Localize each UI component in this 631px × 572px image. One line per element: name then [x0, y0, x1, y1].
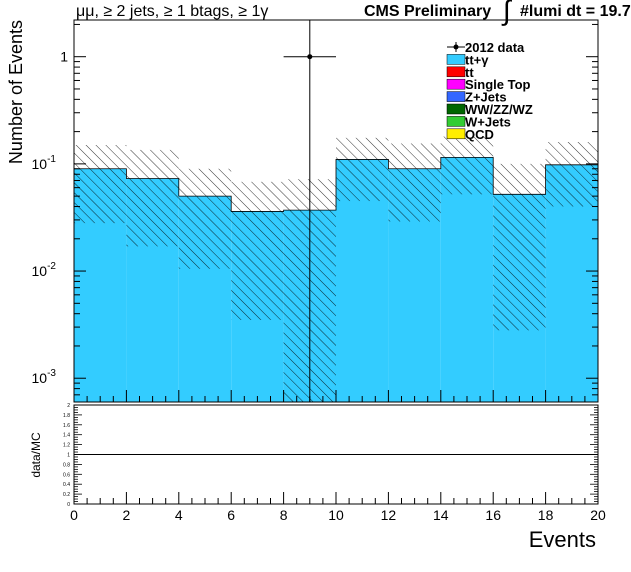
legend-entry-3: Single Top: [446, 77, 531, 92]
uncertainty-bin-1: [126, 149, 179, 247]
legend-entry-1: tt+γ: [446, 52, 489, 67]
legend-label-4: Z+Jets: [465, 90, 507, 105]
y-tick-label-1: 10-2: [32, 261, 57, 279]
legend-label-2: tt: [465, 65, 474, 80]
legend-label-6: W+Jets: [465, 114, 511, 129]
main-plot-panel: 10-3 10-2 10-1 1 Number of Events: [6, 19, 599, 403]
uncertainty-bin-8: [493, 163, 546, 331]
ratio-y-tick-label-0: 0: [67, 502, 70, 508]
ratio-x-axis: 0 2 4 6 8 10 12 14 16 18 20: [70, 492, 606, 523]
y-tick-label-2: 10-1: [32, 154, 57, 172]
x-tick-label-5: 10: [328, 507, 344, 523]
uncertainty-bin-9: [545, 141, 598, 207]
x-tick-label-7: 14: [433, 507, 449, 523]
legend-label-5: WW/ZZ/WZ: [465, 102, 533, 117]
ratio-y-tick-label-4: 0.8: [63, 462, 70, 468]
legend-label-0: 2012 data: [465, 40, 525, 55]
data-point-0: [283, 20, 336, 402]
ratio-y-tick-label-9: 1.8: [63, 413, 70, 419]
uncertainty-bin-0: [74, 145, 127, 224]
ratio-y-axis-label: data/MC: [29, 432, 43, 478]
legend-label-7: QCD: [465, 127, 494, 142]
uncertainty-bin-6: [388, 143, 441, 222]
selection-label: μμ, ≥ 2 jets, ≥ 1 btags, ≥ 1γ: [76, 3, 268, 20]
ratio-y-axis: 0 0.2 0.4 0.6 0.8 1 1.2 1.4 1.6 1.8 2: [63, 403, 598, 508]
ratio-y-tick-label-10: 2: [67, 403, 70, 409]
x-tick-label-0: 0: [70, 507, 78, 523]
ratio-y-tick-label-8: 1.6: [63, 423, 70, 429]
x-tick-label-3: 6: [227, 507, 235, 523]
x-tick-label-6: 12: [381, 507, 397, 523]
x-tick-label-8: 16: [485, 507, 501, 523]
x-tick-label-2: 4: [175, 507, 183, 523]
uncertainty-bin-5: [336, 137, 389, 202]
ratio-y-tick-label-2: 0.4: [63, 482, 70, 488]
x-tick-label-1: 2: [123, 507, 131, 523]
legend-label-1: tt+γ: [465, 52, 489, 67]
uncertainty-bin-3: [231, 181, 284, 320]
main-y-axis-label: Number of Events: [6, 20, 26, 164]
ratio-y-tick-label-6: 1.2: [63, 443, 70, 449]
x-tick-label-4: 8: [280, 507, 288, 523]
legend-entry-0: 2012 data: [447, 40, 525, 55]
main-x-ticks: [73, 390, 599, 402]
uncertainty-bin-2: [178, 168, 232, 269]
data-points: [283, 20, 336, 402]
ratio-plot-panel: 0 0.2 0.4 0.6 0.8 1 1.2 1.4 1.6 1.8 2 0 2 4 6 8 10 12 14 1…: [29, 403, 606, 552]
ratio-y-tick-label-1: 0.2: [63, 492, 70, 498]
uncertainty-bin-7: [440, 136, 494, 195]
legend-entry-6: W+Jets: [446, 114, 511, 129]
legend-entry-7: QCD: [446, 127, 494, 142]
legend-label-3: Single Top: [465, 77, 531, 92]
experiment-label: CMS Preliminary: [364, 3, 491, 20]
ratio-y-tick-label-7: 1.4: [63, 433, 70, 439]
x-tick-label-9: 18: [538, 507, 554, 523]
integral-symbol: ∫: [501, 0, 513, 26]
legend-entry-2: tt: [446, 65, 474, 80]
bar-tt--7: [440, 157, 494, 402]
ratio-y-tick-label-3: 0.6: [63, 472, 70, 478]
ratio-y-tick-label-5: 1: [67, 453, 70, 459]
lumi-label: #lumi dt = 19.7: [520, 3, 631, 20]
y-tick-label-3: 1: [60, 49, 68, 65]
legend-entry-4: Z+Jets: [446, 90, 507, 105]
main-y-axis: 10-3 10-2 10-1 1: [32, 23, 598, 403]
x-tick-label-10: 20: [590, 507, 606, 523]
legend-entry-5: WW/ZZ/WZ: [446, 102, 533, 117]
x-axis-label: Events: [529, 527, 596, 552]
y-tick-label-0: 10-3: [32, 368, 57, 386]
